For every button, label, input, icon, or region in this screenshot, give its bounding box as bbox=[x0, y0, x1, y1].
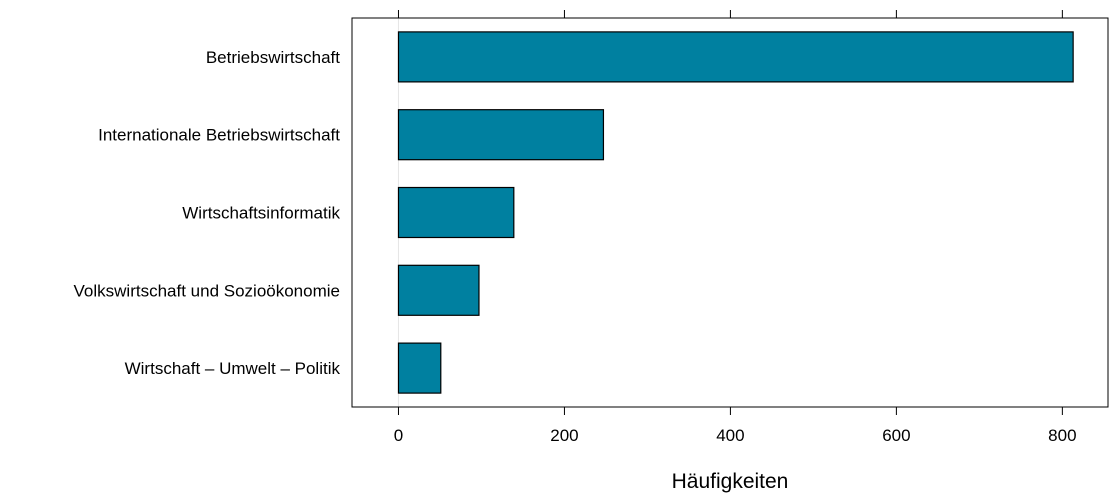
x-tick-label: 200 bbox=[550, 426, 578, 445]
bars bbox=[397, 31, 1074, 394]
bar bbox=[397, 264, 480, 316]
bar bbox=[397, 31, 1074, 83]
x-tick-label: 800 bbox=[1048, 426, 1076, 445]
x-tick-label: 400 bbox=[716, 426, 744, 445]
x-axis-ticks: 0 200 400 600 800 bbox=[394, 10, 1077, 445]
x-tick-label: 0 bbox=[394, 426, 403, 445]
bar bbox=[397, 109, 605, 161]
x-axis-title: Häufigkeiten bbox=[672, 470, 789, 493]
bar bbox=[397, 342, 442, 394]
category-label: Volkswirtschaft und Sozioökonomie bbox=[74, 281, 340, 300]
x-tick-label: 600 bbox=[882, 426, 910, 445]
bar bbox=[397, 186, 515, 239]
category-label: Internationale Betriebswirtschaft bbox=[98, 126, 340, 145]
category-labels: Betriebswirtschaft Internationale Betrieb… bbox=[74, 48, 341, 378]
category-label: Wirtschaft – Umwelt – Politik bbox=[125, 359, 341, 378]
category-label: Betriebswirtschaft bbox=[206, 48, 340, 67]
category-label: Wirtschaftsinformatik bbox=[182, 204, 340, 223]
